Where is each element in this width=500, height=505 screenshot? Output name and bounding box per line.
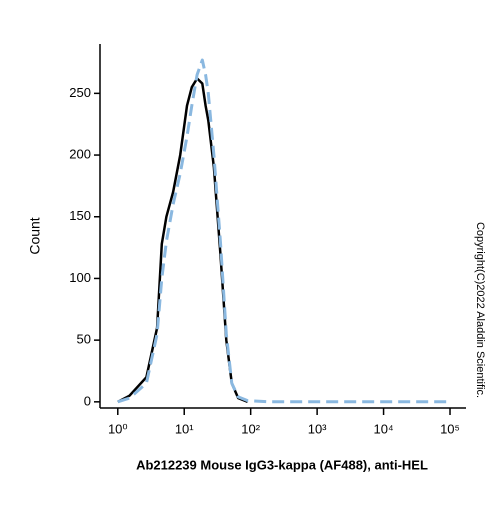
y-tick-label: 100 bbox=[69, 270, 91, 285]
copyright: Copyright(C)2022 Aladdin Scientific. bbox=[474, 222, 486, 398]
x-tick-label: 10² bbox=[241, 421, 260, 436]
y-tick-label: 0 bbox=[84, 393, 91, 408]
y-axis-label: Count bbox=[27, 217, 43, 254]
x-tick-label: 10⁰ bbox=[108, 421, 128, 436]
x-tick-label: 10³ bbox=[308, 421, 327, 436]
x-tick-label: 10¹ bbox=[175, 421, 194, 436]
x-tick-label: 10⁵ bbox=[440, 421, 460, 436]
y-tick-label: 250 bbox=[69, 85, 91, 100]
y-tick-label: 150 bbox=[69, 208, 91, 223]
histogram-line bbox=[117, 58, 450, 404]
chart-title: Ab212239 Mouse IgG3-kappa (AF488), anti-… bbox=[136, 457, 428, 472]
x-tick-label: 10⁴ bbox=[374, 421, 394, 436]
y-tick-label: 200 bbox=[69, 146, 91, 161]
y-tick-label: 50 bbox=[77, 332, 91, 347]
